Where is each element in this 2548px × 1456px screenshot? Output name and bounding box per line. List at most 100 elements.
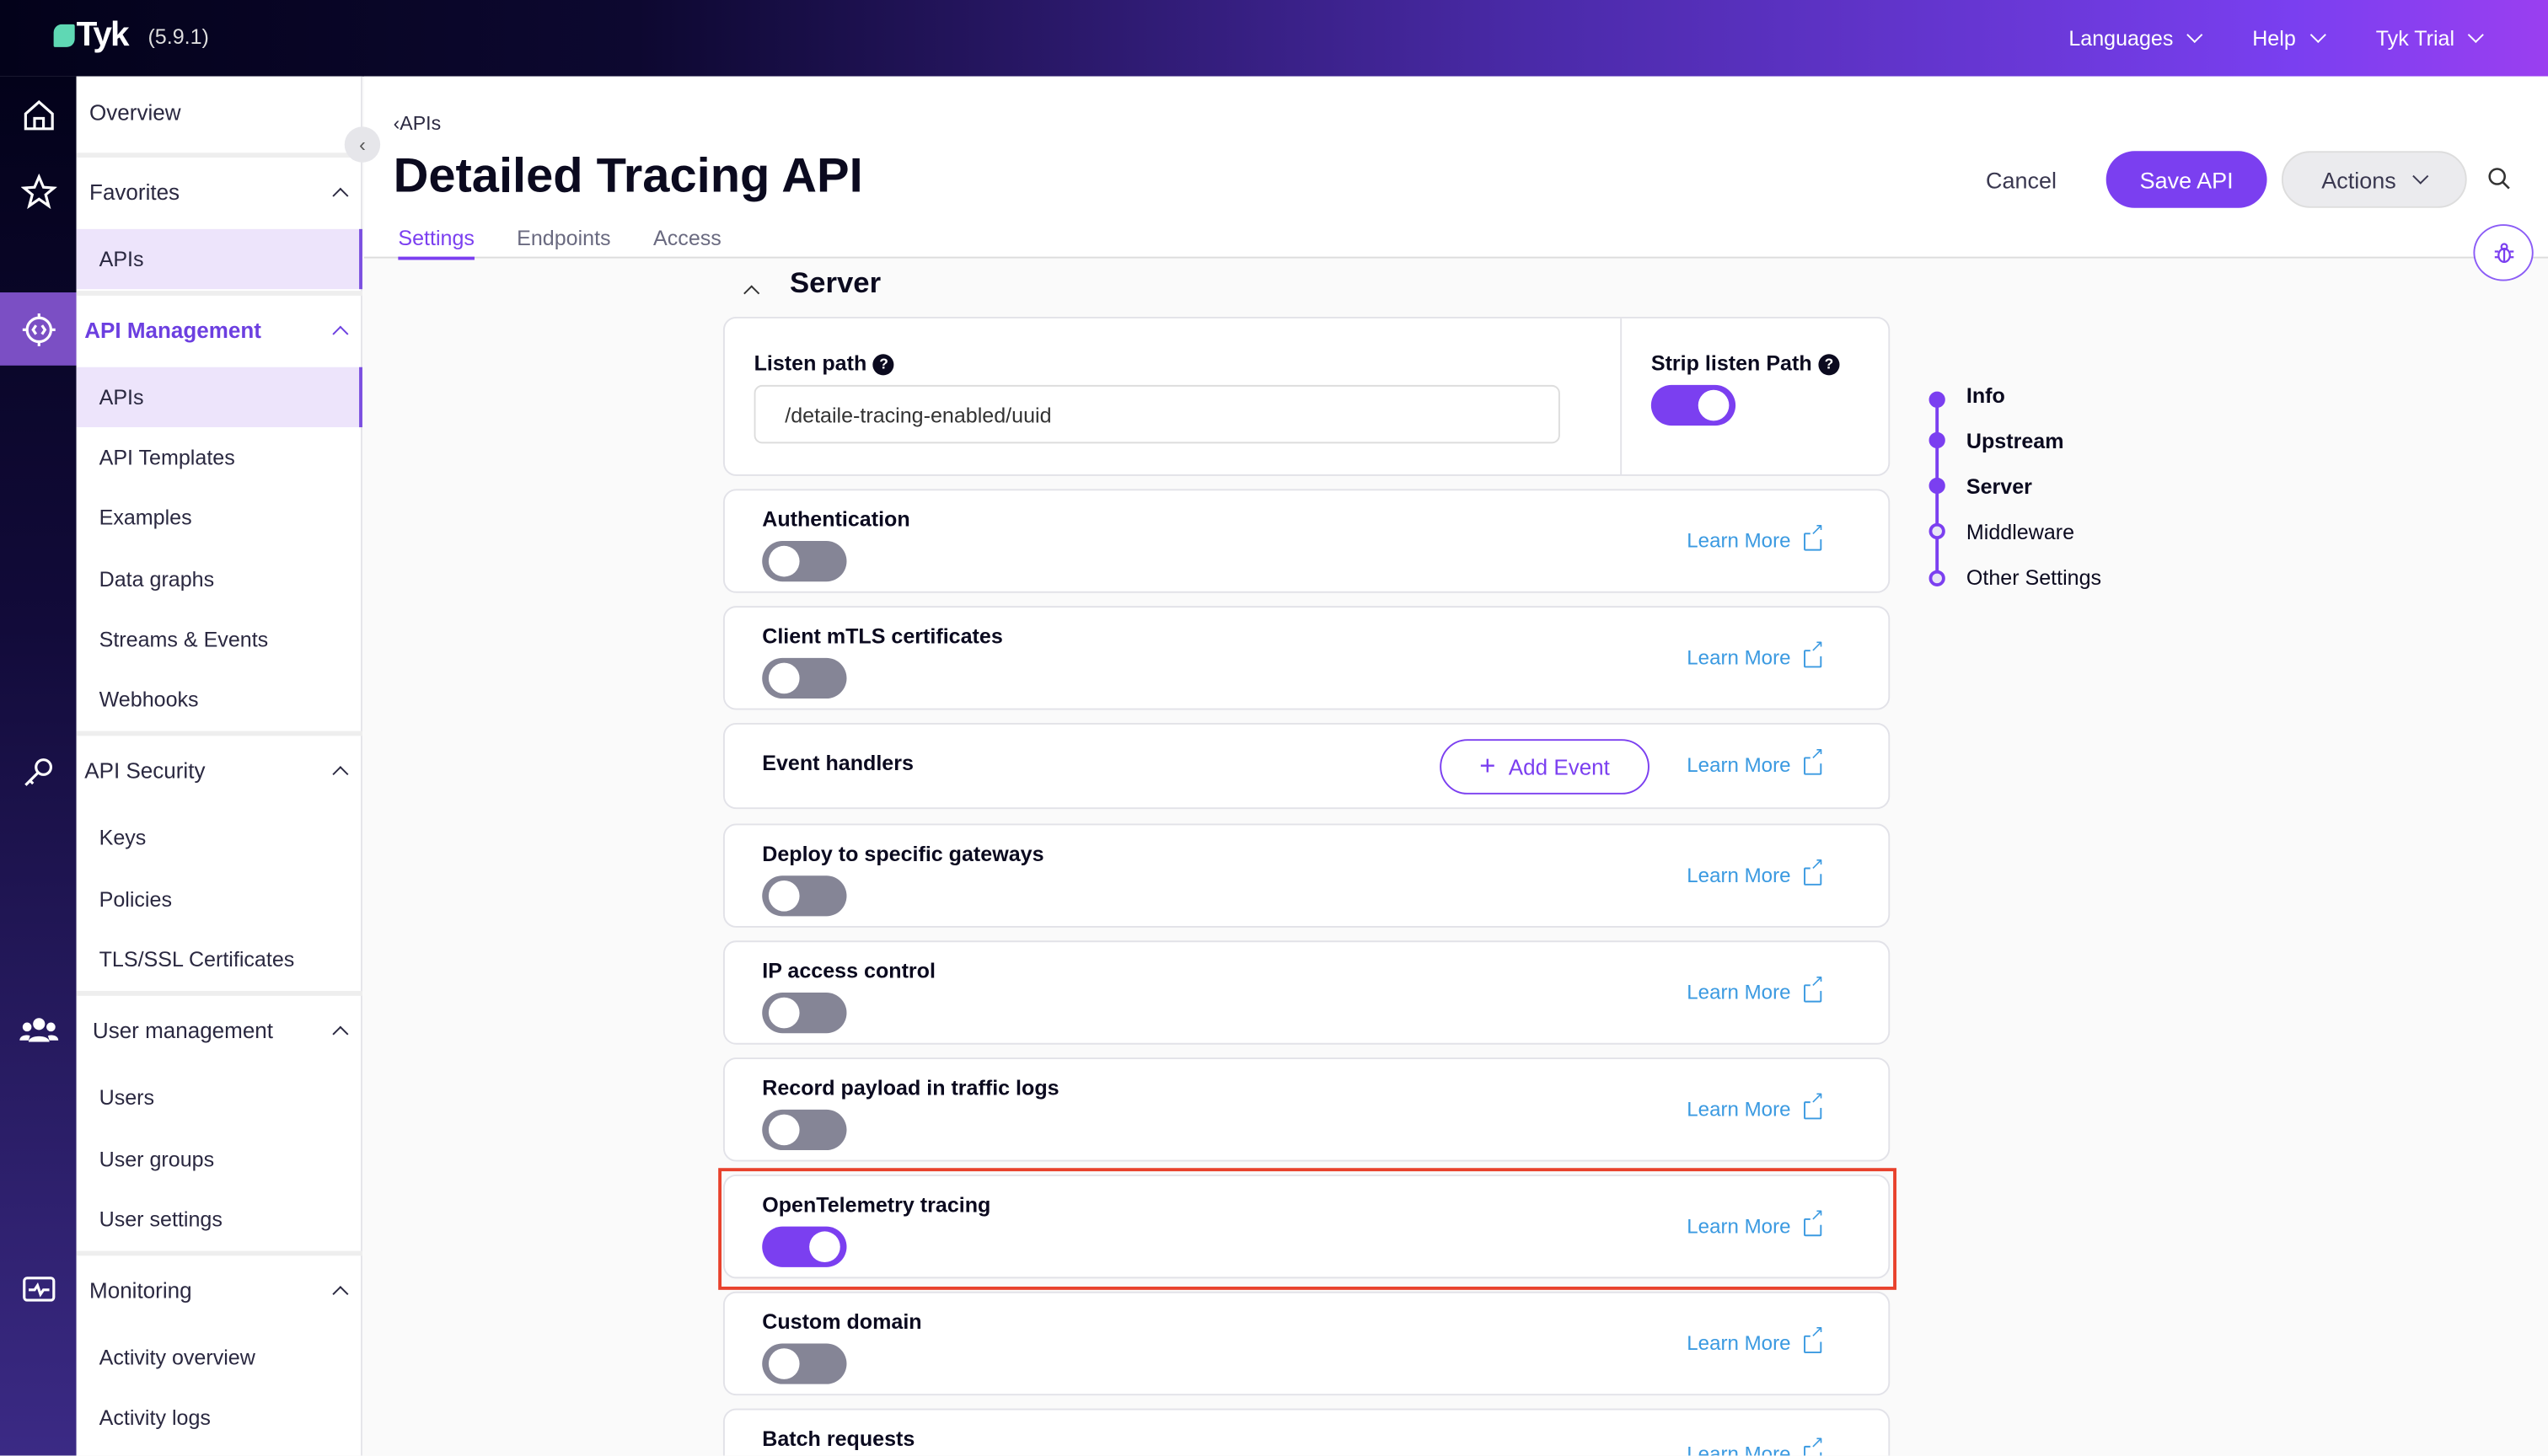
section-title: Monitoring [89, 1278, 192, 1303]
divider [1620, 318, 1623, 474]
learn-more-link[interactable]: Learn More [1687, 973, 1824, 1004]
tab-endpoints[interactable]: Endpoints [517, 225, 611, 250]
sidebar-item-favorite-apis[interactable]: APIs [76, 228, 362, 290]
learn-more-link[interactable]: Learn More [1687, 857, 1824, 887]
toc-server[interactable]: Server [1966, 474, 2032, 499]
monitor-icon[interactable] [0, 1252, 77, 1325]
learn-more-label: Learn More [1687, 646, 1791, 670]
chevron-down-icon [2186, 26, 2203, 43]
sidebar-section-monitoring[interactable]: Monitoring [76, 1250, 362, 1326]
sidebar-section-user-management[interactable]: User management [76, 991, 362, 1066]
users-icon[interactable] [0, 993, 77, 1066]
cancel-button[interactable]: Cancel [1986, 167, 2057, 194]
brand-logo[interactable]: Tyk [76, 16, 130, 54]
key-icon[interactable] [0, 734, 77, 807]
custom-domain-toggle[interactable] [762, 1343, 847, 1384]
learn-more-link[interactable]: Learn More [1687, 1090, 1824, 1121]
home-icon[interactable] [0, 78, 77, 152]
toc-dot-upstream [1928, 431, 1945, 449]
sidebar-item-overview[interactable]: Overview [89, 100, 181, 126]
chevron-up-icon [332, 766, 349, 783]
setting-row-client-mtls-certificates: Client mTLS certificates Learn More [722, 606, 1891, 710]
sidebar-item-tls-certificates[interactable]: TLS/SSL Certificates [99, 947, 295, 972]
listen-path-label: Listen path? [754, 351, 895, 375]
sidebar-item-user-settings[interactable]: User settings [99, 1207, 223, 1232]
record-payload-in-traffic-logs-toggle[interactable] [762, 1109, 847, 1151]
toc-middleware[interactable]: Middleware [1966, 519, 2075, 544]
chevron-up-icon [332, 1286, 349, 1303]
learn-more-link[interactable]: Learn More [1687, 746, 1824, 777]
setting-row-custom-domain: Custom domain Learn More [722, 1291, 1891, 1396]
account-menu[interactable]: Tyk Trial [2376, 26, 2485, 51]
sidebar-item-api-templates[interactable]: API Templates [99, 445, 235, 470]
highlight-box [718, 1168, 1896, 1290]
chevron-down-icon [2309, 26, 2326, 43]
listen-path-input[interactable]: /detaile-tracing-enabled/uuid [754, 384, 1560, 444]
search-icon[interactable] [2486, 166, 2513, 200]
collapse-sidebar-button[interactable]: ‹ [344, 126, 381, 163]
client-mtls-certificates-toggle[interactable] [762, 657, 847, 699]
help-icon[interactable]: ? [872, 353, 895, 375]
api-gear-icon[interactable] [0, 292, 77, 366]
strip-listen-path-toggle[interactable] [1650, 384, 1736, 426]
sidebar-item-webhooks[interactable]: Webhooks [99, 687, 199, 712]
sidebar-item-activity-overview[interactable]: Activity overview [99, 1345, 255, 1370]
toc-info[interactable]: Info [1966, 383, 2005, 408]
sidebar-item-activity-logs[interactable]: Activity logs [99, 1405, 211, 1430]
sidebar-item-users[interactable]: Users [99, 1084, 155, 1110]
learn-more-link[interactable]: Learn More [1687, 1207, 1824, 1238]
toc-other-settings[interactable]: Other Settings [1966, 565, 2102, 590]
authentication-toggle[interactable] [762, 541, 847, 582]
plus-icon: + [1479, 750, 1496, 782]
deploy-to-specific-gateways-toggle[interactable] [762, 875, 847, 917]
chevron-up-icon [332, 1025, 349, 1042]
opentelemetry-tracing-toggle[interactable] [762, 1226, 847, 1267]
page-header: ‹APIs Detailed Tracing API Settings Endp… [363, 76, 2548, 260]
section-title: User management [92, 1018, 274, 1043]
section-title: Favorites [89, 180, 180, 205]
learn-more-link[interactable]: Learn More [1687, 522, 1824, 553]
setting-label: Custom domain [762, 1309, 922, 1334]
listen-path-card: Listen path? /detaile-tracing-enabled/uu… [722, 316, 1891, 476]
save-api-button[interactable]: Save API [2105, 151, 2267, 208]
help-menu[interactable]: Help [2252, 26, 2326, 51]
setting-label: Record payload in traffic logs [762, 1075, 1059, 1100]
sidebar-item-keys[interactable]: Keys [99, 825, 147, 850]
setting-label: Client mTLS certificates [762, 624, 1003, 649]
sidebar-item-streams-events[interactable]: Streams & Events [99, 627, 269, 652]
page-title: Detailed Tracing API [393, 149, 863, 203]
external-link-icon [1803, 639, 1824, 667]
learn-more-link[interactable]: Learn More [1687, 1435, 1824, 1456]
breadcrumb[interactable]: ‹APIs [393, 112, 442, 136]
learn-more-label: Learn More [1687, 753, 1791, 777]
breadcrumb-apis[interactable]: APIs [400, 112, 442, 136]
sidebar-item-examples[interactable]: Examples [99, 505, 192, 530]
sidebar-section-api-security[interactable]: API Security [76, 731, 362, 806]
bug-icon [2493, 242, 2513, 263]
setting-row-ip-access-control: IP access control Learn More [722, 940, 1891, 1045]
tyk-logo-icon [53, 24, 75, 47]
help-icon[interactable]: ? [1818, 353, 1840, 375]
setting-row-deploy-to-specific-gateways: Deploy to specific gateways Learn More [722, 823, 1891, 928]
sidebar-item-policies[interactable]: Policies [99, 886, 172, 912]
external-link-icon [1803, 1090, 1824, 1119]
learn-more-link[interactable]: Learn More [1687, 1325, 1824, 1355]
sidebar-item-apis[interactable]: APIs [76, 367, 362, 428]
sidebar-section-api-management[interactable]: API Management [76, 291, 362, 366]
toc-upstream[interactable]: Upstream [1966, 428, 2064, 453]
sidebar-item-user-groups[interactable]: User groups [99, 1147, 215, 1172]
collapse-server-icon[interactable] [743, 278, 760, 308]
learn-more-label: Learn More [1687, 529, 1791, 553]
add-event-button[interactable]: + Add Event [1440, 739, 1649, 795]
star-icon[interactable] [0, 154, 77, 228]
sidebar-section-favorites[interactable]: Favorites [76, 153, 362, 228]
learn-more-link[interactable]: Learn More [1687, 639, 1824, 670]
tab-settings[interactable]: Settings [398, 226, 475, 260]
sidebar-item-data-graphs[interactable]: Data graphs [99, 566, 215, 592]
debug-bug-button[interactable] [2473, 224, 2534, 281]
top-bar: Tyk (5.9.1) Languages Help Tyk Trial [0, 0, 2548, 77]
actions-button[interactable]: Actions [2281, 151, 2467, 208]
languages-menu[interactable]: Languages [2068, 26, 2203, 51]
tab-access[interactable]: Access [653, 225, 721, 250]
ip-access-control-toggle[interactable] [762, 993, 847, 1034]
